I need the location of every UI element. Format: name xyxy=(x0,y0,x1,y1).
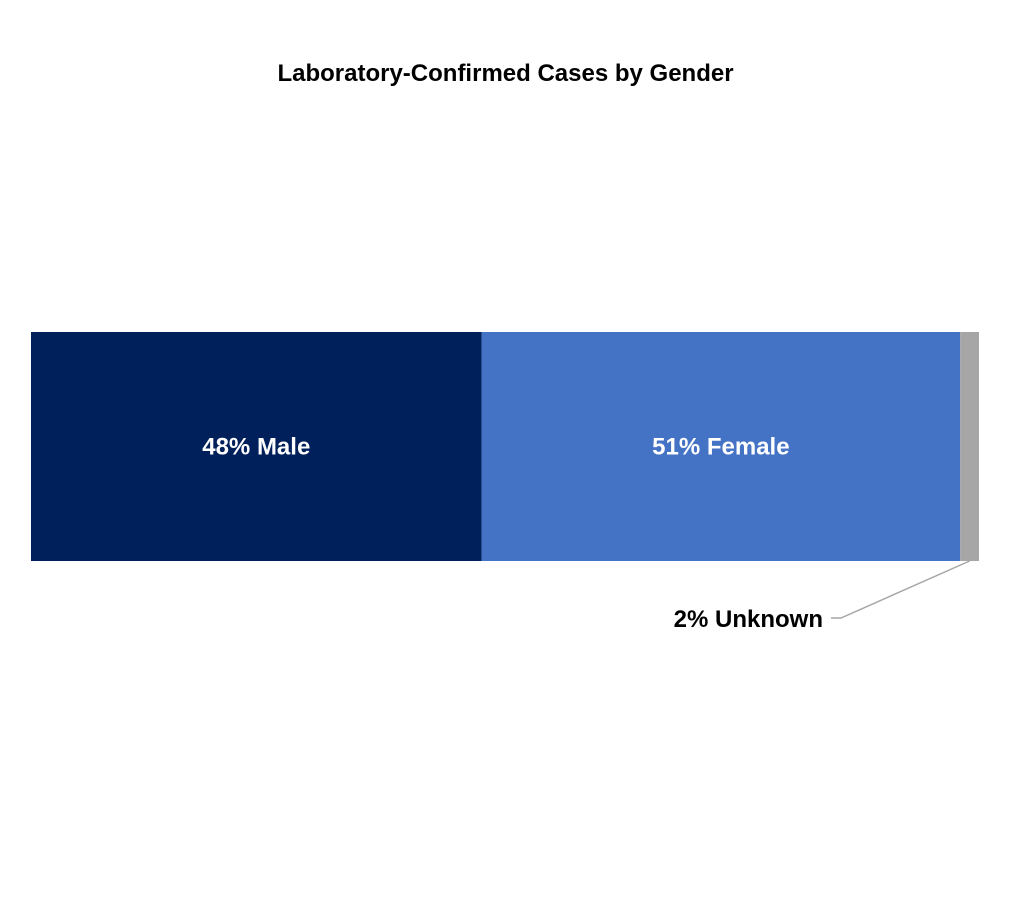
bar-segment-female xyxy=(481,332,961,561)
bar-segment-unknown xyxy=(960,332,979,561)
callout-line-unknown xyxy=(831,560,970,619)
bar-group xyxy=(31,332,979,561)
label-group: 48% Male 51% Female xyxy=(202,434,789,461)
data-label-unknown: 2% Unknown xyxy=(674,606,823,633)
bar-segment-male xyxy=(31,332,482,561)
data-label-female: 51% Female xyxy=(652,434,789,461)
data-label-male: 48% Male xyxy=(202,434,310,461)
chart-title: Laboratory-Confirmed Cases by Gender xyxy=(277,60,734,87)
callout-group: 2% Unknown xyxy=(674,560,970,633)
